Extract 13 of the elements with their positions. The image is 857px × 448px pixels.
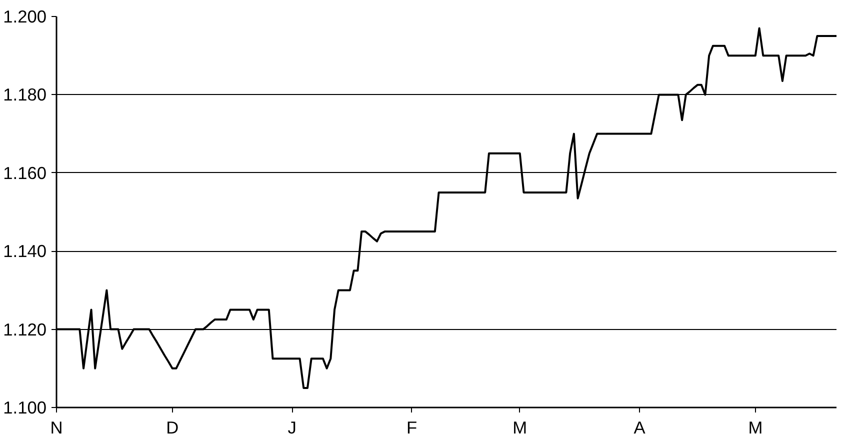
x-tick-label: M — [748, 418, 763, 438]
y-tick-label: 1.100 — [3, 398, 47, 418]
y-tick-label: 1.140 — [3, 241, 47, 262]
y-tick-label: 1.120 — [3, 319, 47, 340]
y-tick-label: 1.160 — [3, 162, 47, 183]
x-tick-label: J — [288, 418, 296, 438]
x-tick-label: N — [50, 418, 63, 438]
y-tick-label: 1.180 — [3, 84, 47, 105]
y-tick-label: 1.200 — [3, 6, 47, 26]
x-tick-label: F — [406, 418, 418, 438]
x-tick-label: A — [634, 418, 646, 438]
x-tick-label: D — [166, 418, 179, 438]
x-tick-label: M — [512, 418, 528, 438]
